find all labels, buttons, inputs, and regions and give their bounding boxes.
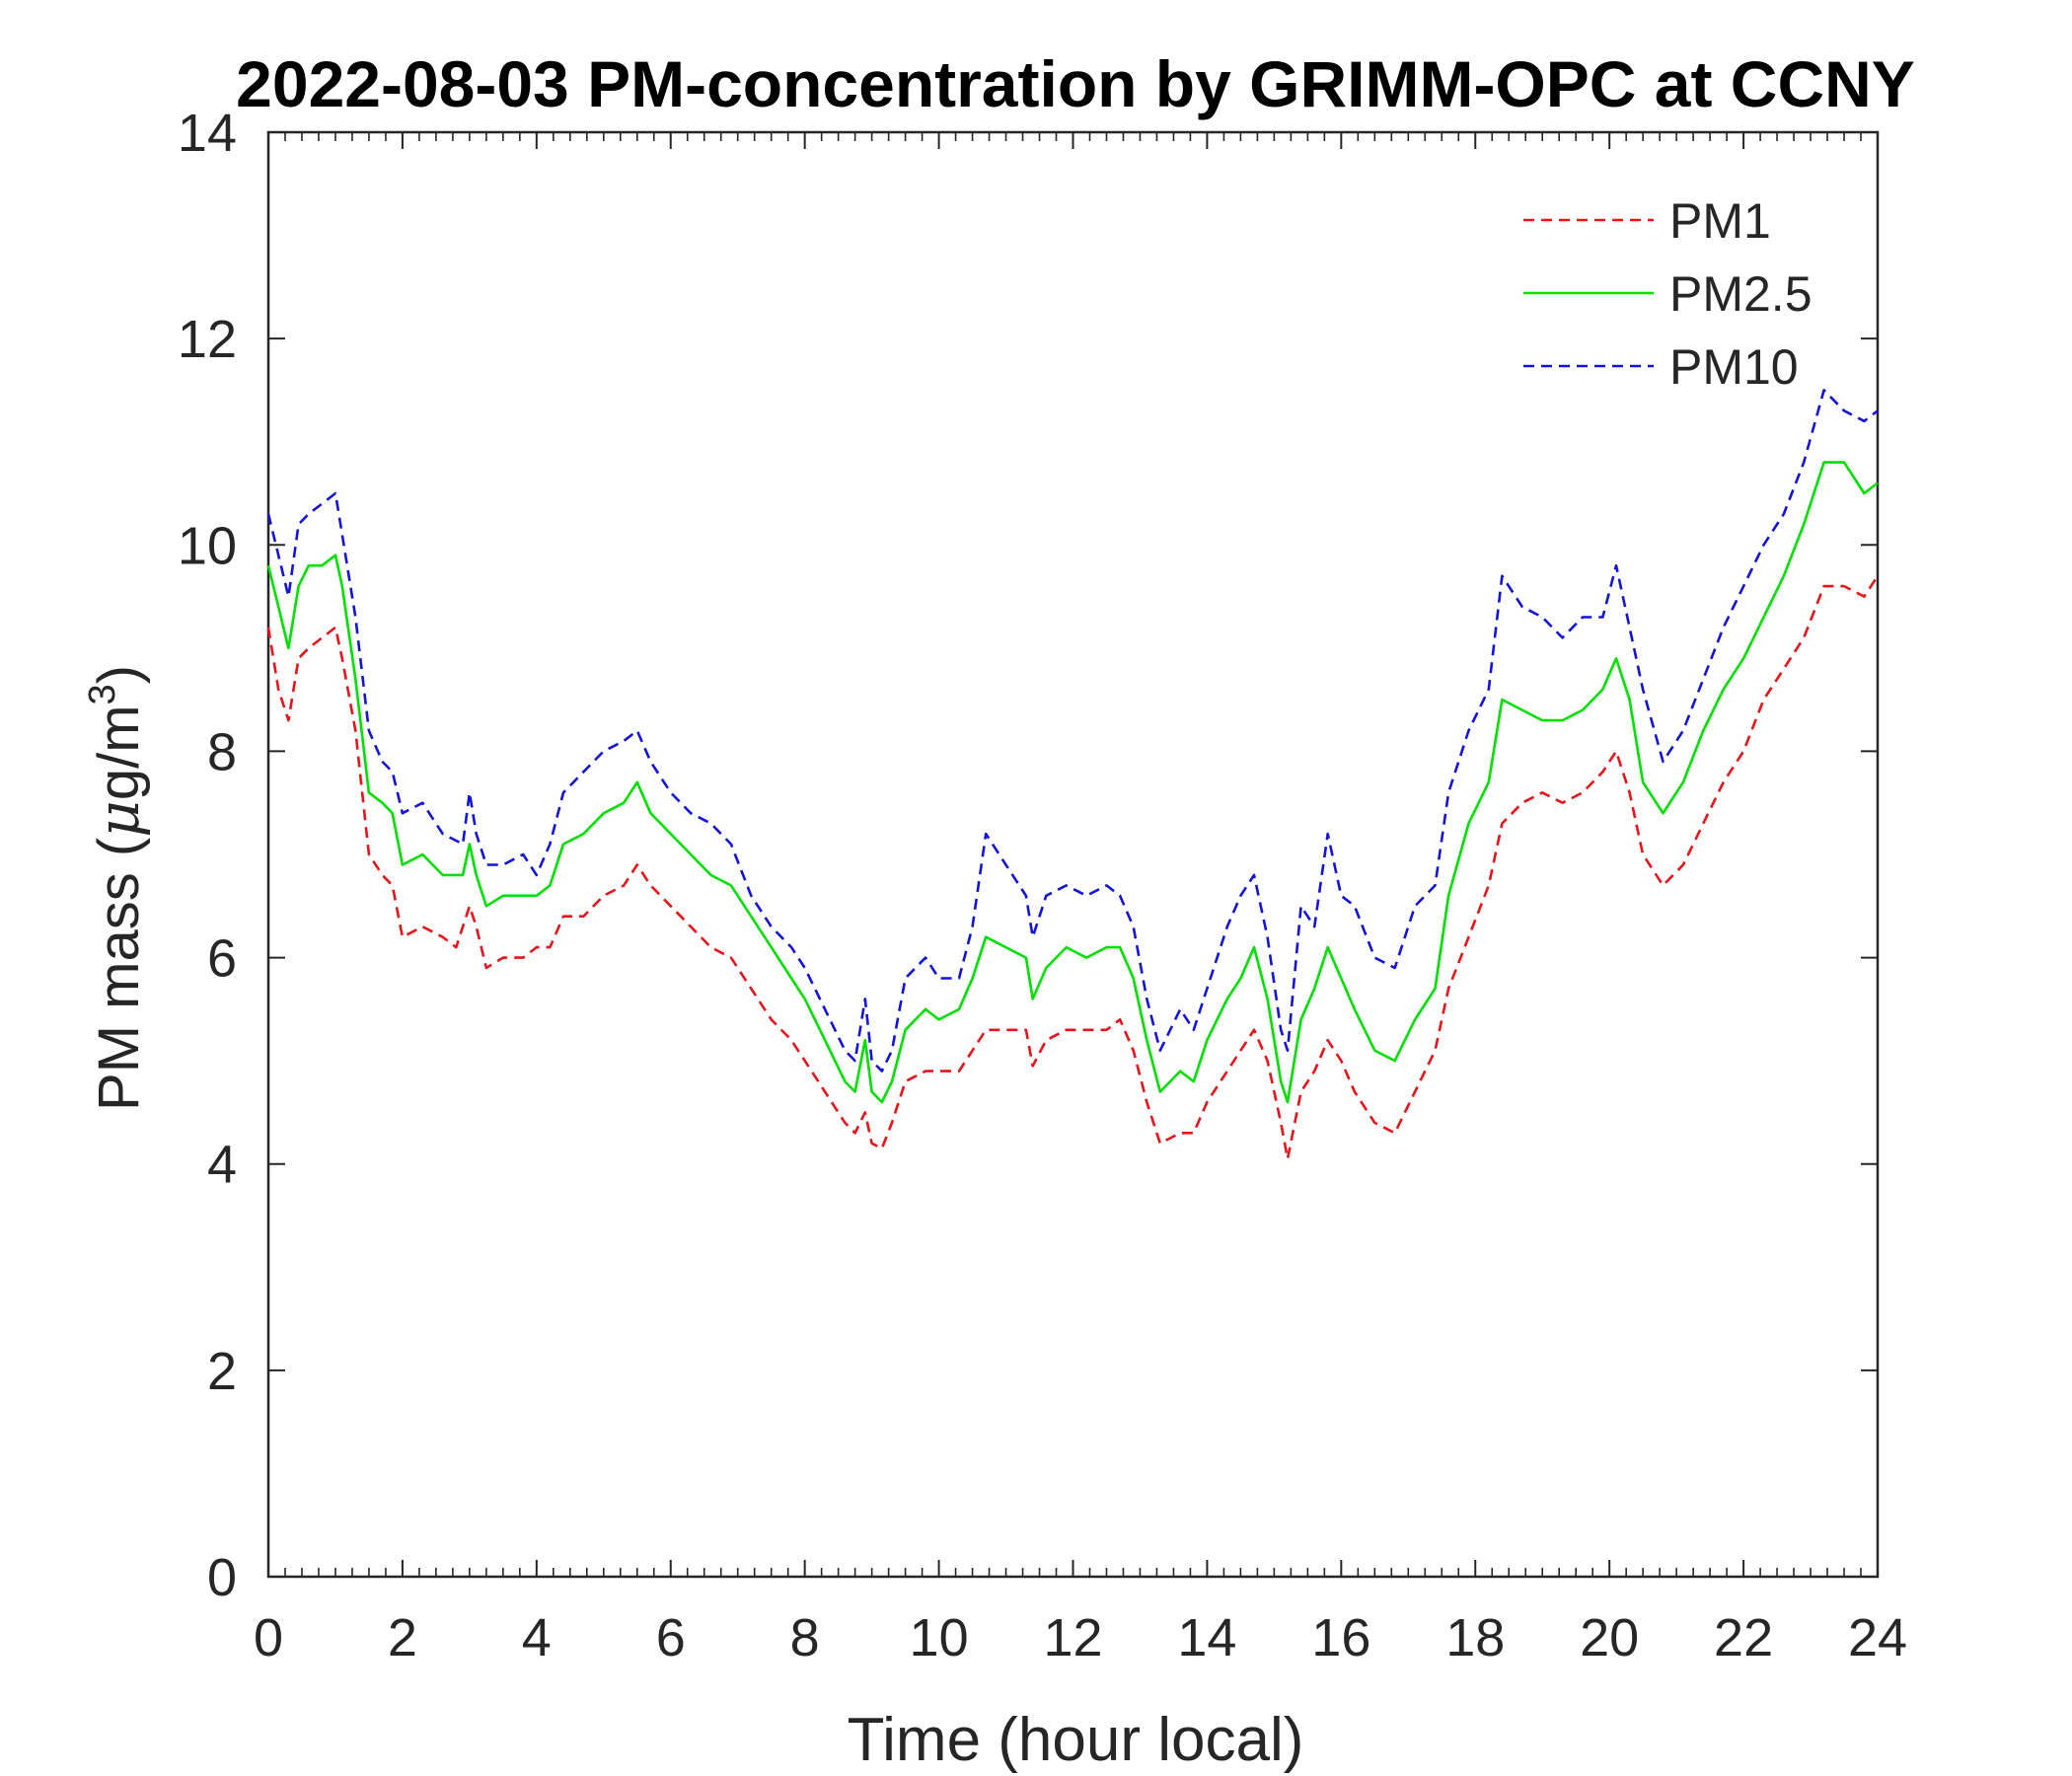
y-label-prefix: PM mass ( bbox=[87, 838, 151, 1111]
x-tick-labels: 0 2 4 6 8 10 12 14 16 18 20 22 24 bbox=[254, 1608, 1907, 1667]
x-tick-label: 6 bbox=[656, 1608, 686, 1667]
y-label-superscript: 3 bbox=[82, 684, 123, 704]
x-tick-label: 4 bbox=[522, 1608, 552, 1667]
legend-label-pm25: PM2.5 bbox=[1669, 266, 1813, 322]
data-series bbox=[266, 389, 1880, 1160]
x-tick-label: 24 bbox=[1848, 1608, 1907, 1667]
x-tick-label: 22 bbox=[1714, 1608, 1773, 1667]
legend-label-pm10: PM10 bbox=[1669, 339, 1799, 395]
plot-axes bbox=[266, 130, 1880, 1579]
x-tick-label: 12 bbox=[1043, 1608, 1102, 1667]
y-label-unit: g/m bbox=[87, 704, 151, 800]
x-tick-label: 2 bbox=[388, 1608, 417, 1667]
legend: PM1 PM2.5 PM10 bbox=[1523, 193, 1813, 395]
x-tick-label: 18 bbox=[1445, 1608, 1505, 1667]
x-tick-label: 14 bbox=[1177, 1608, 1236, 1667]
y-tick-label: 8 bbox=[207, 722, 237, 781]
y-tick-label: 2 bbox=[207, 1342, 237, 1401]
y-tick-labels: 0 2 4 6 8 10 12 14 bbox=[178, 104, 237, 1607]
legend-label-pm1: PM1 bbox=[1669, 193, 1771, 249]
y-label-suffix: ) bbox=[87, 665, 151, 684]
y-tick-label: 6 bbox=[207, 929, 237, 989]
series-line-pm25 bbox=[266, 461, 1879, 1104]
plot-frame bbox=[266, 130, 1880, 1579]
x-tick-label: 10 bbox=[910, 1608, 969, 1667]
x-tick-label: 0 bbox=[254, 1608, 283, 1667]
series-line-pm1 bbox=[266, 574, 1880, 1160]
x-tick-label: 16 bbox=[1311, 1608, 1370, 1667]
x-axis-label: Time (hour local) bbox=[848, 1706, 1304, 1774]
y-tick-label: 4 bbox=[207, 1136, 237, 1195]
y-label-mu: μ bbox=[85, 800, 152, 838]
y-tick-label: 12 bbox=[178, 310, 237, 369]
y-axis-label: PM mass (μg/m3) bbox=[82, 665, 152, 1111]
x-tick-label: 8 bbox=[790, 1608, 820, 1667]
y-tick-label: 14 bbox=[178, 104, 237, 163]
y-tick-label: 0 bbox=[207, 1548, 237, 1607]
series-line-pm10 bbox=[266, 389, 1879, 1073]
x-tick-label: 20 bbox=[1580, 1608, 1639, 1667]
y-tick-label: 10 bbox=[178, 516, 237, 575]
chart-title: 2022-08-03 PM-concentration by GRIMM-OPC… bbox=[236, 47, 1915, 120]
